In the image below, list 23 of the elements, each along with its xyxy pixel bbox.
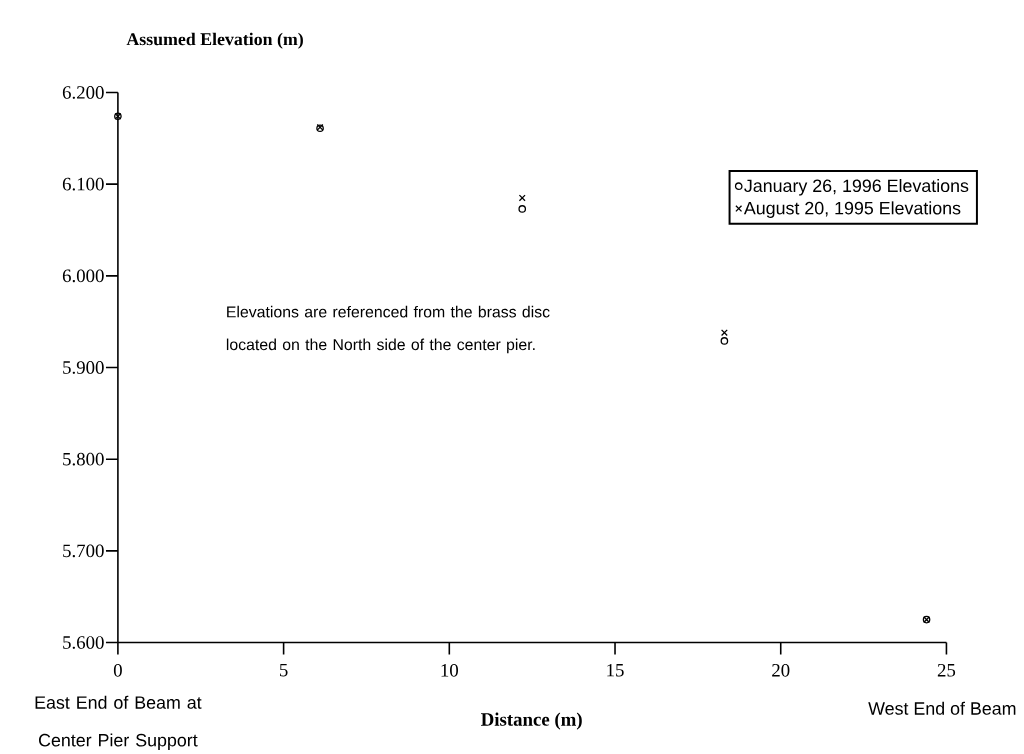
text: West End of Beam: [868, 701, 1016, 715]
y-axis-title: Assumed Elevation (m): [126, 32, 303, 49]
x-tick-label: 5: [279, 663, 288, 677]
y-tick-label: 6.200: [62, 86, 104, 99]
text: Elevations are referenced from the brass disc located on the North side of the center pier.: [226, 305, 550, 354]
x-tick-label: 25: [937, 663, 956, 677]
x-tick-label: 0: [113, 663, 122, 677]
y-tick-label: 6.100: [62, 177, 104, 191]
legend-label: August 20, 1995 Elevations: [743, 201, 961, 218]
x-tick-label: 10: [441, 663, 459, 677]
point: [518, 205, 527, 213]
y-tick-label: 6.000: [62, 269, 104, 283]
legend-label: January 26, 1996 Elevations: [744, 179, 969, 196]
x-tick-label: 20: [772, 663, 790, 677]
x-tick-label: 15: [607, 663, 624, 677]
x-axis-title: Distance (m): [481, 712, 582, 730]
y-tick-label: 5.700: [63, 544, 104, 558]
y-tick-label: 5.800: [63, 452, 104, 466]
text: East End of Beam at Center Pier Support: [35, 695, 202, 751]
point: [518, 194, 526, 202]
y-tick-label: 5.600: [63, 636, 104, 649]
point: [720, 337, 729, 345]
y-tick-label: 5.900: [63, 361, 104, 374]
